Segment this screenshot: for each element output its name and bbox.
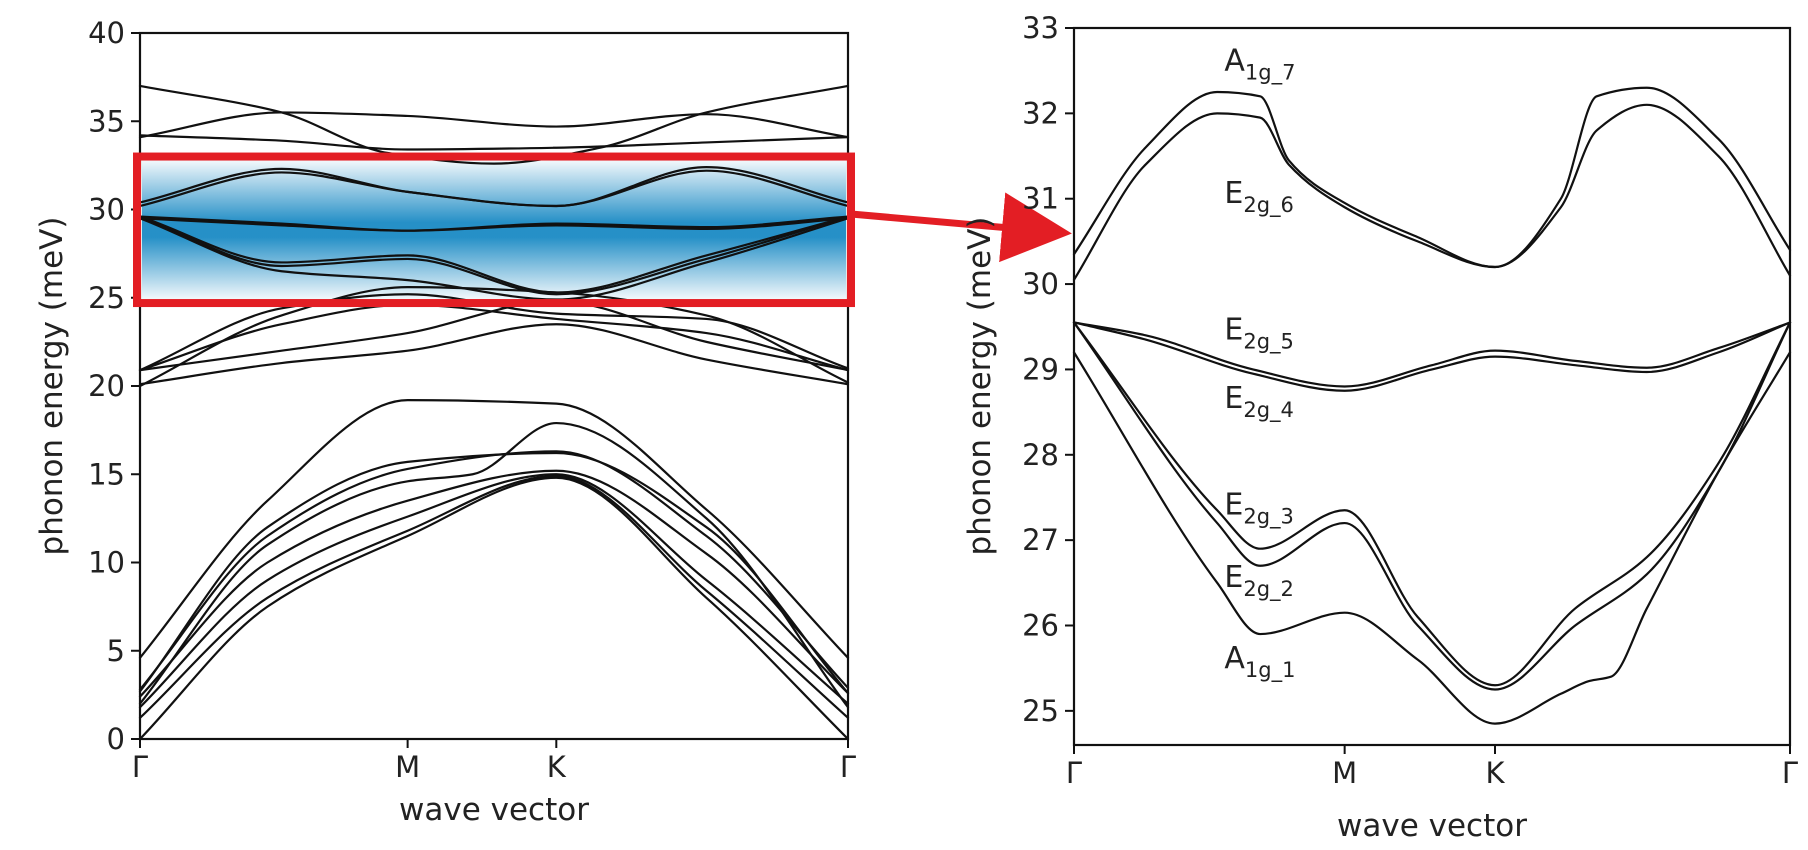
right-y-tick-label: 26: [1022, 609, 1059, 643]
left-y-tick-label: 0: [107, 722, 125, 756]
zoom-arrow: [850, 192, 1072, 263]
left-band-b21: [138, 111, 850, 139]
left-y-axis-label: phonon energy (meV): [34, 217, 70, 556]
left-band-b15: [138, 215, 850, 296]
right-x-axis-label: wave vector: [1337, 808, 1527, 844]
mode-label: A1g_7: [1224, 44, 1295, 86]
right-y-tick-label: 29: [1022, 352, 1059, 386]
left-band-b3: [138, 473, 850, 709]
right-y-ticks: 25 26 27 28 29 30 31 32 33: [1022, 11, 1074, 728]
left-band-b13: [138, 286, 850, 388]
right-y-tick-label: 30: [1022, 267, 1059, 301]
right-chart: 25 26 27 28 29 30 31 32 33 Γ M K Γ A1g_7 E2g_6 E2g_5 E…: [962, 11, 1798, 844]
right-band-E2g_3: [1072, 321, 1792, 687]
right-band-E2g_6: [1072, 103, 1792, 281]
left-x-axis-label: wave vector: [399, 792, 589, 828]
right-band-E2g_4: [1072, 321, 1792, 392]
left-x-tick-label: Γ: [132, 750, 148, 784]
mode-label: E2g_4: [1224, 381, 1294, 423]
right-plot-frame: [1072, 26, 1792, 747]
mode-label: E2g_5: [1224, 313, 1294, 355]
left-y-tick-label: 40: [88, 16, 125, 50]
mode-label: E2g_6: [1224, 176, 1294, 218]
right-band-A1g_1: [1072, 351, 1792, 725]
right-band-A1g_7: [1072, 86, 1792, 269]
left-band-b8: [138, 399, 850, 659]
right-y-tick-label: 33: [1022, 11, 1059, 45]
left-y-tick-label: 35: [88, 104, 125, 138]
left-x-tick-label: K: [547, 750, 567, 784]
left-y-tick-label: 30: [88, 193, 125, 227]
highlight-box: [133, 152, 855, 308]
right-x-tick-label: Γ: [1066, 756, 1082, 790]
left-band-b16: [138, 215, 850, 294]
left-y-tick-label: 25: [88, 281, 125, 315]
left-chart: 0 5 10 15 20 25 30 35 40 Γ M K Γ wave vector phonon…: [34, 16, 856, 828]
left-band-b1: [138, 476, 850, 741]
right-band-lines: [1072, 86, 1792, 725]
right-y-tick-label: 32: [1022, 96, 1059, 130]
left-band-b23: [138, 84, 850, 165]
right-x-tick-label: Γ: [1782, 756, 1798, 790]
left-band-b7: [138, 421, 850, 709]
left-y-tick-label: 15: [88, 457, 125, 491]
left-y-ticks: 0 5 10 15 20 25 30 35 40: [88, 16, 140, 756]
left-band-b6: [138, 451, 850, 695]
right-band-E2g_5: [1072, 321, 1792, 388]
left-band-b9: [138, 323, 850, 386]
mode-labels: A1g_7 E2g_6 E2g_5 E2g_4 E2g_3 E2g_2 A1g_1: [1224, 44, 1295, 684]
left-band-b22: [138, 134, 850, 151]
left-band-b20: [138, 166, 850, 208]
mode-label: E2g_2: [1224, 560, 1294, 602]
left-band-b2: [138, 474, 850, 719]
right-y-tick-label: 27: [1022, 523, 1059, 557]
left-y-tick-label: 20: [88, 369, 125, 403]
left-x-tick-label: M: [395, 750, 420, 784]
left-band-b4: [138, 469, 850, 698]
right-band-E2g_2: [1072, 321, 1792, 691]
left-y-tick-label: 10: [88, 546, 125, 580]
right-y-axis-label: phonon energy (meV): [962, 217, 998, 556]
left-band-b11: [138, 303, 850, 372]
left-x-tick-label: Γ: [840, 750, 856, 784]
mode-label: E2g_3: [1224, 488, 1294, 530]
right-x-tick-label: M: [1332, 756, 1357, 790]
right-y-tick-label: 28: [1022, 438, 1059, 472]
left-y-tick-label: 5: [107, 634, 125, 668]
left-band-b5: [138, 450, 850, 691]
right-y-tick-label: 25: [1022, 694, 1059, 728]
left-band-b14: [138, 217, 850, 301]
left-band-b18: [138, 217, 850, 232]
right-x-tick-label: K: [1485, 756, 1505, 790]
right-y-tick-label: 31: [1022, 182, 1059, 216]
left-band-lines: [138, 84, 850, 741]
mode-label: A1g_1: [1224, 641, 1295, 683]
